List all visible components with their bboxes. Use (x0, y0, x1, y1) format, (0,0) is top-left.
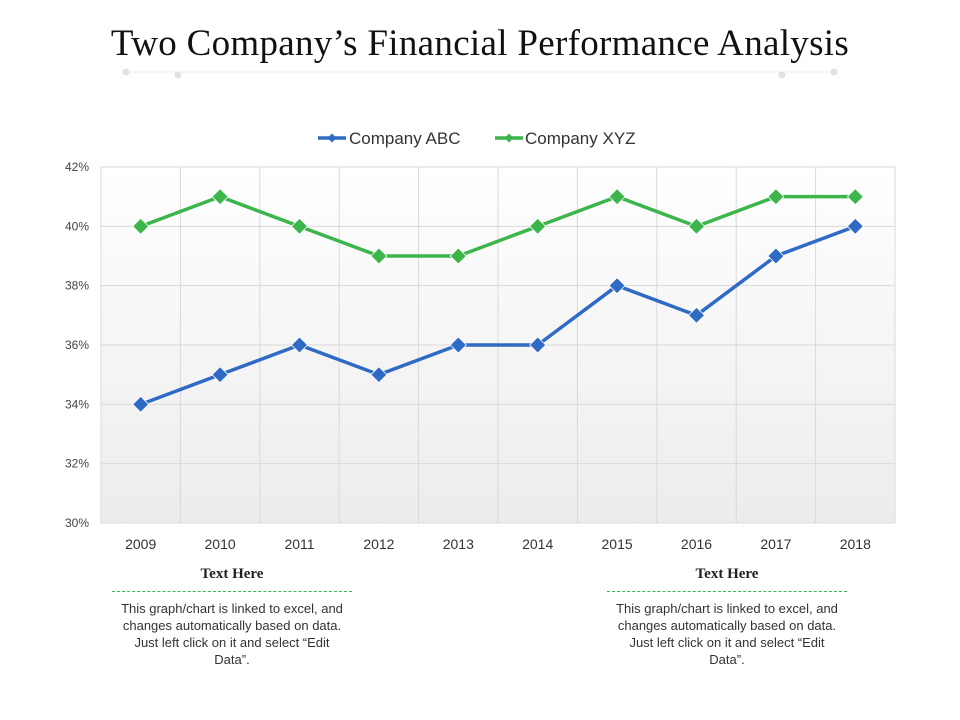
data-point-marker[interactable] (529, 217, 547, 235)
data-point-marker[interactable] (767, 188, 785, 206)
x-tick-label: 2016 (681, 536, 712, 552)
data-point-marker[interactable] (132, 217, 150, 235)
y-tick-label: 30% (65, 516, 89, 530)
x-tick-label: 2014 (522, 536, 553, 552)
legend-label[interactable]: Company ABC (349, 129, 461, 148)
x-tick-label: 2013 (443, 536, 474, 552)
data-point-marker[interactable] (370, 247, 388, 265)
legend-marker (327, 133, 337, 143)
x-tick-label: 2009 (125, 536, 156, 552)
y-tick-label: 42% (65, 160, 89, 174)
y-tick-label: 38% (65, 279, 89, 293)
line-chart[interactable]: 30% 32% 34% 36% 38% 40% 42% 2009 2010 2011 2012 201… (0, 110, 960, 570)
data-point-marker[interactable] (687, 217, 706, 235)
x-tick-label: 2012 (363, 536, 394, 552)
data-point-marker[interactable] (370, 366, 388, 384)
data-point-marker[interactable] (529, 336, 547, 354)
data-point-marker[interactable] (290, 217, 309, 235)
series-line-company-abc[interactable] (140, 224, 856, 406)
text-note-left: Text Here This graph/chart is linked to … (112, 566, 352, 668)
data-point-marker[interactable] (211, 188, 229, 206)
data-point-marker[interactable] (290, 336, 309, 354)
y-tick-label: 34% (65, 397, 89, 411)
x-tick-label: 2017 (760, 536, 791, 552)
y-tick-label: 36% (65, 338, 89, 352)
data-point-marker[interactable] (132, 395, 150, 413)
note-body: This graph/chart is linked to excel, and… (616, 601, 838, 667)
chart-canvas[interactable]: 30% 32% 34% 36% 38% 40% 42% 2009 2010 2011 2012 201… (0, 110, 960, 570)
title-divider (122, 68, 838, 79)
x-tick-label: 2015 (602, 536, 633, 552)
data-point-marker[interactable] (608, 188, 626, 206)
note-body: This graph/chart is linked to excel, and… (121, 601, 343, 667)
legend-marker (504, 133, 514, 143)
data-point-marker[interactable] (846, 188, 864, 206)
data-point-marker[interactable] (211, 366, 229, 384)
data-point-marker[interactable] (846, 217, 864, 235)
series-line-company-xyz[interactable] (140, 194, 856, 258)
note-heading: Text Here (607, 566, 847, 592)
text-note-right: Text Here This graph/chart is linked to … (607, 566, 847, 668)
legend-label[interactable]: Company XYZ (525, 129, 636, 148)
data-point-marker[interactable] (608, 277, 626, 295)
note-heading: Text Here (112, 566, 352, 592)
x-tick-label: 2010 (205, 536, 236, 552)
x-tick-label: 2011 (284, 536, 314, 552)
x-tick-label: 2018 (840, 536, 871, 552)
data-point-marker[interactable] (449, 336, 467, 354)
y-tick-label: 32% (65, 457, 89, 471)
page-title: Two Company’s Financial Performance Anal… (110, 23, 850, 64)
y-tick-label: 40% (65, 219, 89, 233)
data-point-marker[interactable] (449, 247, 467, 265)
data-point-marker[interactable] (767, 247, 785, 265)
data-point-marker[interactable] (687, 306, 706, 324)
